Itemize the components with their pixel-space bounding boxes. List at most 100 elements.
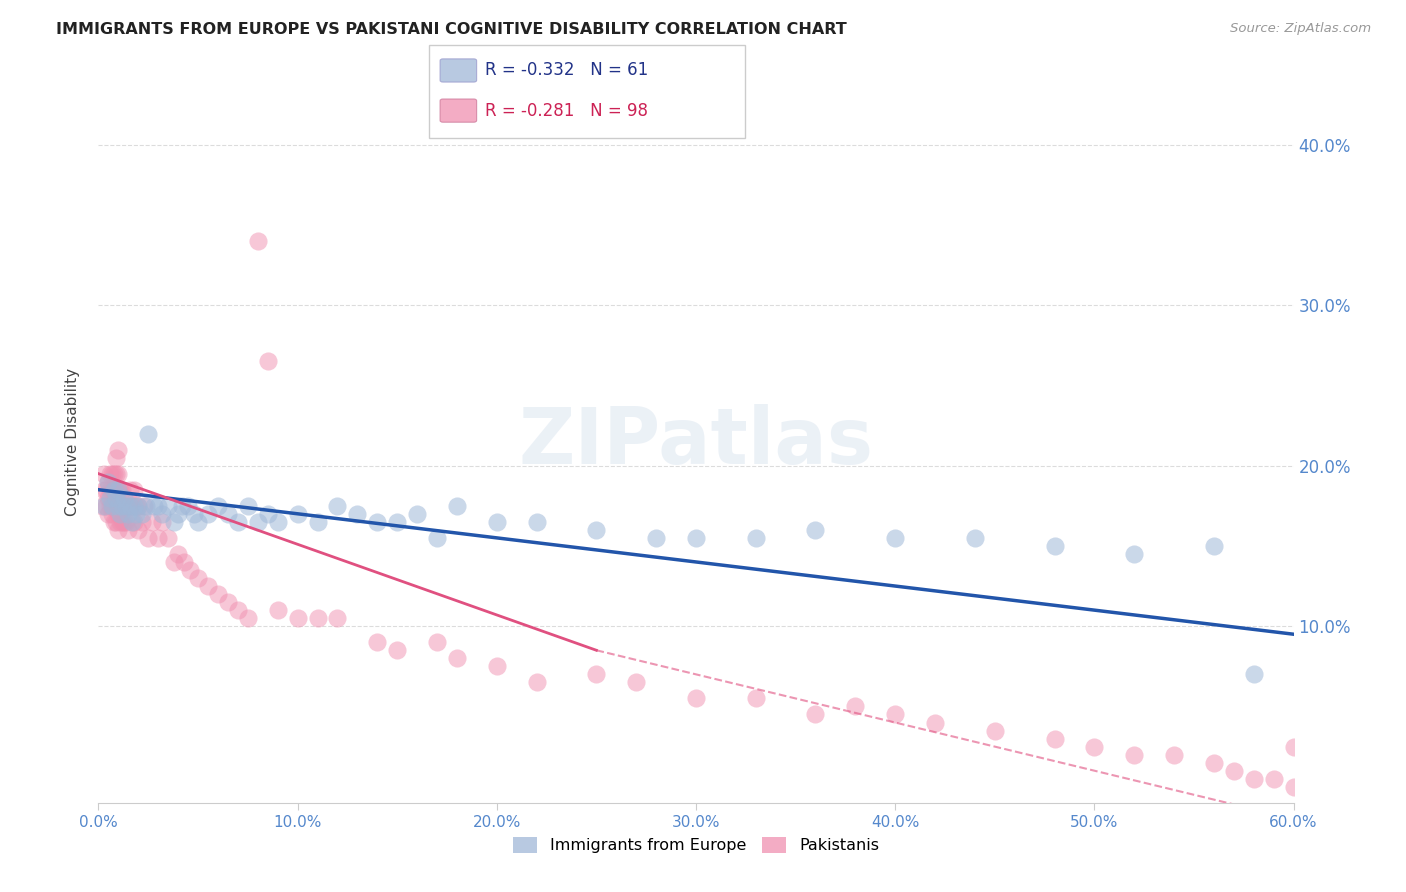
Point (326, 499, 349, 513)
Point (96, 499, 118, 513)
Text: ZIPatlas: ZIPatlas (519, 403, 873, 480)
Text: R = -0.281   N = 98: R = -0.281 N = 98 (485, 102, 648, 120)
Point (93, 467, 115, 481)
Point (446, 499, 468, 513)
Point (107, 523, 129, 537)
Point (267, 603, 290, 617)
Point (197, 579, 219, 593)
Point (97, 491, 120, 505)
Point (98, 491, 122, 505)
Point (307, 611, 329, 625)
Point (143, 499, 166, 513)
Point (426, 531, 449, 545)
Point (124, 499, 146, 513)
Point (112, 491, 135, 505)
Point (148, 499, 170, 513)
Point (1202, 539, 1225, 553)
Point (111, 515, 134, 529)
Point (685, 691, 707, 706)
Point (187, 515, 209, 529)
Point (98, 467, 122, 481)
Point (366, 515, 388, 529)
Point (110, 499, 132, 513)
Point (267, 515, 290, 529)
Point (526, 515, 548, 529)
Point (150, 515, 173, 529)
Point (121, 515, 143, 529)
Point (97, 475, 120, 489)
Point (626, 675, 648, 690)
Point (173, 555, 195, 569)
Point (226, 603, 249, 617)
Point (385, 515, 409, 529)
Point (107, 467, 129, 481)
Point (167, 507, 190, 521)
Point (207, 587, 229, 601)
Point (163, 555, 186, 569)
Legend: Immigrants from Europe, Pakistanis: Immigrants from Europe, Pakistanis (506, 830, 886, 860)
Point (1043, 731, 1066, 746)
Point (93, 499, 115, 513)
Point (645, 531, 668, 545)
Point (103, 499, 125, 513)
Text: Source: ZipAtlas.com: Source: ZipAtlas.com (1230, 22, 1371, 36)
Text: R = -0.332   N = 61: R = -0.332 N = 61 (485, 62, 648, 79)
Point (105, 450, 128, 465)
Point (98, 499, 122, 513)
Point (307, 515, 329, 529)
Point (1243, 667, 1265, 681)
Point (287, 507, 309, 521)
Point (236, 611, 259, 625)
Point (804, 523, 827, 537)
Point (406, 507, 429, 521)
Point (97, 475, 120, 489)
Point (217, 595, 239, 609)
Point (125, 507, 148, 521)
Point (127, 499, 149, 513)
Point (1202, 756, 1225, 770)
Point (101, 499, 124, 513)
Point (105, 467, 128, 481)
Point (157, 531, 180, 545)
Point (136, 426, 159, 441)
Point (1043, 539, 1066, 553)
Point (287, 611, 309, 625)
Point (103, 483, 125, 497)
Point (1123, 547, 1146, 561)
Point (111, 499, 134, 513)
Point (107, 499, 129, 513)
Point (844, 699, 866, 714)
Point (98, 483, 122, 497)
Point (585, 667, 607, 681)
Point (93, 483, 115, 497)
Point (526, 675, 548, 690)
Point (136, 531, 159, 545)
Point (884, 707, 907, 722)
Point (105, 499, 128, 513)
Point (107, 499, 129, 513)
Point (426, 635, 449, 649)
Point (226, 515, 249, 529)
Point (1123, 747, 1146, 762)
Point (148, 531, 170, 545)
Point (103, 467, 125, 481)
Point (121, 499, 143, 513)
Point (924, 715, 946, 730)
Point (1243, 772, 1265, 786)
Point (107, 483, 129, 497)
Point (172, 499, 194, 513)
Point (112, 499, 135, 513)
Point (1282, 739, 1305, 754)
Point (112, 515, 135, 529)
Point (366, 635, 388, 649)
Point (115, 499, 138, 513)
Point (884, 531, 907, 545)
Y-axis label: Cognitive Disability: Cognitive Disability (65, 368, 80, 516)
Point (485, 515, 508, 529)
Point (96, 483, 118, 497)
Point (207, 499, 229, 513)
Point (446, 651, 468, 665)
Point (110, 483, 132, 497)
Point (124, 483, 146, 497)
Point (127, 499, 149, 513)
